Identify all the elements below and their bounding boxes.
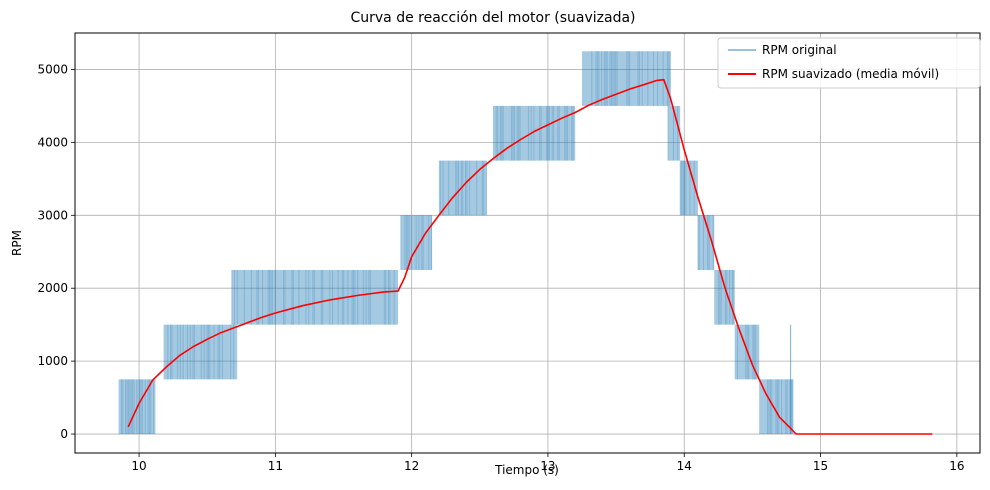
x-tick-label: 16 bbox=[949, 459, 964, 473]
chart-title: Curva de reacción del motor (suavizada) bbox=[350, 10, 635, 26]
original-band bbox=[163, 324, 238, 380]
x-axis-label: Tiempo (s) bbox=[494, 463, 559, 477]
smoothed-line bbox=[127, 78, 933, 435]
y-axis-label: RPM bbox=[10, 230, 24, 256]
original-band bbox=[582, 51, 671, 106]
plot-frame bbox=[74, 32, 981, 454]
grid bbox=[75, 33, 980, 453]
original-band bbox=[714, 269, 735, 325]
y-tick-label: 3000 bbox=[37, 208, 68, 222]
series-smoothed bbox=[127, 78, 933, 435]
y-tick-label: 5000 bbox=[37, 62, 68, 76]
original-band bbox=[493, 105, 576, 161]
legend-label-original: RPM original bbox=[762, 43, 837, 57]
x-tick-label: 14 bbox=[677, 459, 692, 473]
original-band bbox=[231, 269, 399, 325]
y-tick-label: 1000 bbox=[37, 354, 68, 368]
x-tick-label: 15 bbox=[813, 459, 828, 473]
x-tick-label: 11 bbox=[268, 459, 283, 473]
legend-label-smoothed: RPM suavizado (media móvil) bbox=[762, 67, 939, 81]
x-tick-label: 10 bbox=[131, 459, 146, 473]
original-band bbox=[667, 105, 681, 161]
ticks: 10 11 12 13 14 15 16 0 1000 2000 3000 4000 5000 bbox=[37, 62, 964, 473]
y-tick-label: 0 bbox=[60, 427, 68, 441]
original-band bbox=[697, 215, 715, 270]
x-tick-label: 12 bbox=[404, 459, 419, 473]
x-tick-label: 13 bbox=[540, 459, 555, 473]
legend-box bbox=[717, 37, 981, 89]
y-tick-label: 2000 bbox=[37, 281, 68, 295]
original-band bbox=[680, 160, 698, 216]
y-tick-label: 4000 bbox=[37, 135, 68, 149]
original-band bbox=[400, 215, 433, 270]
legend: RPM original RPM suavizado (media móvil) bbox=[717, 37, 981, 89]
